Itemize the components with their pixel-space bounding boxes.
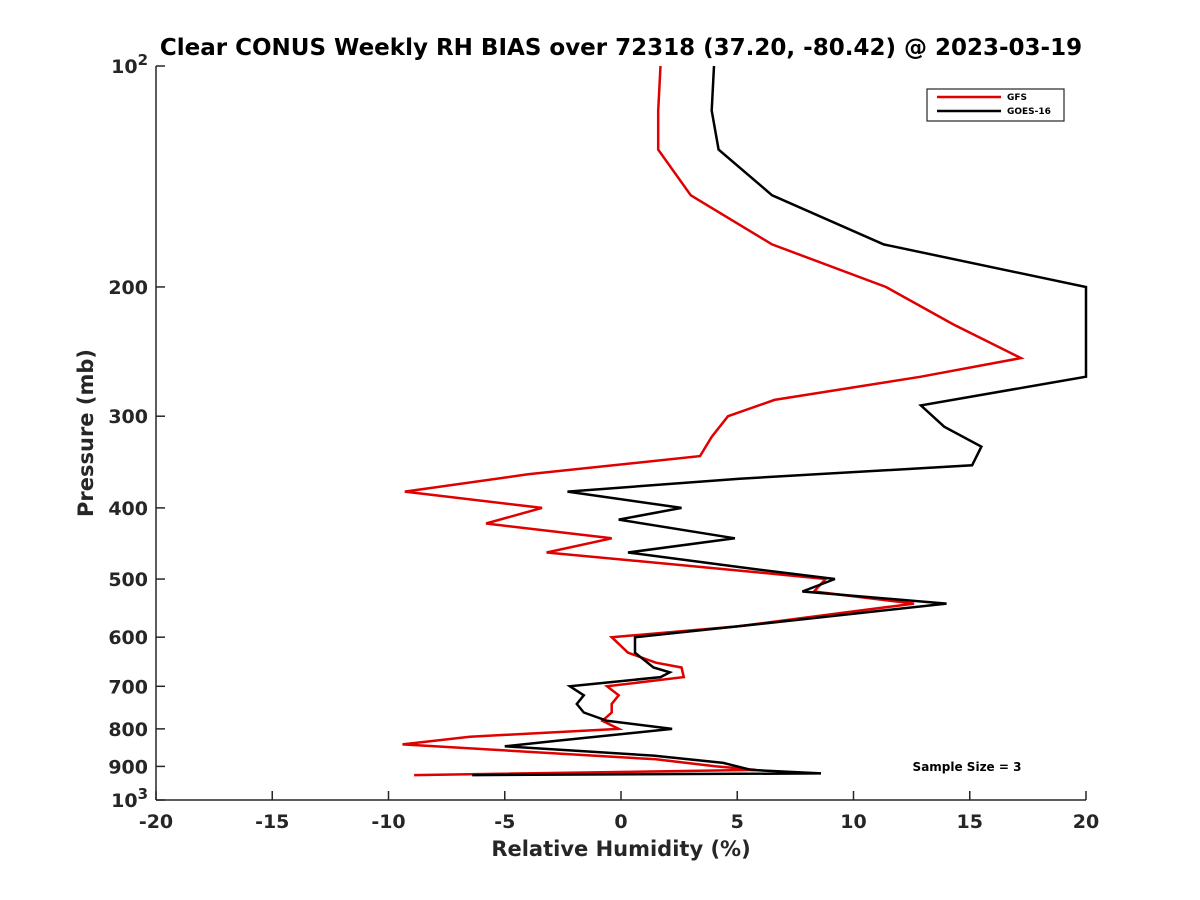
sample-size-annotation: Sample Size = 3 xyxy=(913,760,1022,774)
x-ticks: -20 -15 -10 -5 0 5 10 15 20 xyxy=(139,791,1099,833)
x-tick-label: 15 xyxy=(957,811,983,833)
legend-box xyxy=(926,88,1065,122)
series-layer xyxy=(402,65,1088,777)
y-axis-label: Pressure (mb) xyxy=(74,349,98,517)
x-axis-label: Relative Humidity (%) xyxy=(491,837,750,861)
y-tick-label: 200 xyxy=(108,277,148,299)
x-tick-label: 5 xyxy=(731,811,744,833)
x-tick-label: -15 xyxy=(255,811,289,833)
plot-area: -20 -15 -10 -5 0 5 10 15 20 102 200 300 400 500 600 70… xyxy=(108,51,1099,833)
chart-title: Clear CONUS Weekly RH BIAS over 72318 (3… xyxy=(160,35,1082,61)
x-tick-label: -5 xyxy=(494,811,515,833)
y-ticks: 102 200 300 400 500 600 700 800 900 103 xyxy=(108,51,165,812)
x-tick-label: 0 xyxy=(614,811,627,833)
y-tick-label: 300 xyxy=(108,406,148,428)
y-tick-label: 700 xyxy=(108,676,148,698)
x-tick-label: 20 xyxy=(1073,811,1099,833)
y-tick-label: 800 xyxy=(108,719,148,741)
series-line-gfs xyxy=(402,65,1025,777)
y-tick-label: 400 xyxy=(108,498,148,520)
legend-label-goes16: GOES-16 xyxy=(1007,107,1051,117)
y-tick-label: 500 xyxy=(108,569,148,591)
y-tick-label: 600 xyxy=(108,627,148,649)
legend: GFS GOES-16 xyxy=(926,88,1065,122)
y-tick-label: 102 xyxy=(111,51,148,78)
x-tick-label: -20 xyxy=(139,811,173,833)
y-tick-label: 103 xyxy=(111,785,148,812)
y-tick-label: 900 xyxy=(108,756,148,778)
series-line-goes16 xyxy=(472,65,1088,777)
x-tick-label: 10 xyxy=(840,811,866,833)
legend-label-gfs: GFS xyxy=(1007,93,1027,103)
x-tick-label: -10 xyxy=(371,811,405,833)
